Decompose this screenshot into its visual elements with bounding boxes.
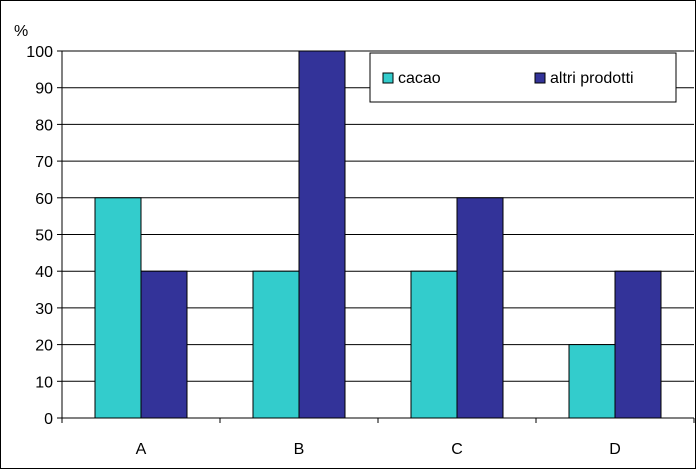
- bar-cacao-D: [568, 344, 616, 419]
- y-axis-label: %: [14, 23, 28, 40]
- y-tick-label-70: 70: [35, 154, 53, 171]
- legend-label-altri-prodotti: altri prodotti: [550, 70, 634, 87]
- y-tick-label-0: 0: [44, 411, 53, 428]
- x-tick-label-A: A: [136, 441, 147, 458]
- bar-altri-prodotti-D: [614, 270, 662, 419]
- axes: [57, 50, 695, 423]
- legend-label-cacao: cacao: [398, 70, 441, 87]
- legend-box: [369, 52, 677, 103]
- bar-altri-prodotti-A: [140, 270, 188, 419]
- legend: cacao altri prodotti: [369, 52, 677, 103]
- y-tick-label-100: 100: [26, 44, 53, 61]
- y-tick-label-30: 30: [35, 301, 53, 318]
- y-tick-label-50: 50: [35, 228, 53, 245]
- y-tick-label-80: 80: [35, 117, 53, 134]
- x-tick-label-B: B: [294, 441, 305, 458]
- legend-swatch-cacao: [382, 72, 394, 84]
- bar-cacao-A: [94, 197, 142, 419]
- y-tick-label-60: 60: [35, 191, 53, 208]
- x-tick-label-D: D: [609, 441, 621, 458]
- y-tick-label-40: 40: [35, 264, 53, 281]
- y-tick-label-10: 10: [35, 374, 53, 391]
- bar-altri-prodotti-B: [298, 50, 346, 419]
- legend-swatch-altri-prodotti: [534, 72, 546, 84]
- bar-cacao-B: [252, 270, 300, 419]
- y-tick-label-90: 90: [35, 81, 53, 98]
- y-tick-label-20: 20: [35, 338, 53, 355]
- x-tick-label-C: C: [451, 441, 463, 458]
- bar-altri-prodotti-C: [456, 197, 504, 419]
- bar-cacao-C: [410, 270, 458, 419]
- tick-labels: 0 10 20 30 40 50 60 70 80 90 100 A B C D: [26, 44, 620, 458]
